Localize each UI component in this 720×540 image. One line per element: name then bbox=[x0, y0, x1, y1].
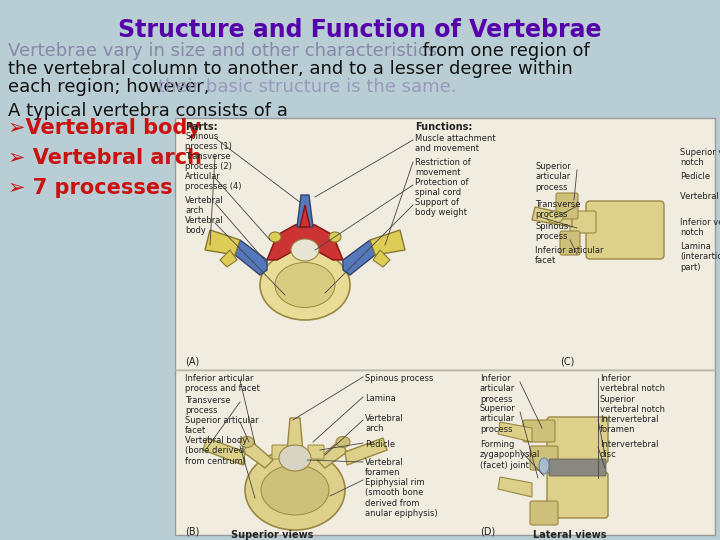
Ellipse shape bbox=[291, 239, 319, 261]
Ellipse shape bbox=[279, 445, 311, 471]
Ellipse shape bbox=[240, 436, 254, 448]
Ellipse shape bbox=[245, 450, 345, 530]
Text: Restriction of
movement: Restriction of movement bbox=[415, 158, 471, 178]
Polygon shape bbox=[220, 250, 237, 267]
Text: Pedicle: Pedicle bbox=[365, 440, 395, 449]
FancyBboxPatch shape bbox=[547, 417, 608, 463]
Text: Inferior vertebral
notch: Inferior vertebral notch bbox=[680, 218, 720, 238]
Polygon shape bbox=[297, 195, 313, 227]
FancyBboxPatch shape bbox=[547, 472, 608, 518]
Text: ➢Vertebral body: ➢Vertebral body bbox=[8, 118, 201, 138]
Polygon shape bbox=[532, 207, 572, 227]
Polygon shape bbox=[287, 418, 303, 452]
Text: Vertebral
foramen: Vertebral foramen bbox=[365, 458, 404, 477]
Text: Inferior articular
facet: Inferior articular facet bbox=[535, 246, 603, 265]
Text: Vertebral
arch: Vertebral arch bbox=[185, 196, 224, 215]
Text: Superior views: Superior views bbox=[231, 530, 313, 540]
Polygon shape bbox=[370, 230, 405, 255]
Text: (D): (D) bbox=[480, 526, 495, 536]
Text: Support of
body weight: Support of body weight bbox=[415, 198, 467, 218]
Text: the vertebral column to another, and to a lesser degree within: the vertebral column to another, and to … bbox=[8, 60, 572, 78]
Text: Vertebral body: Vertebral body bbox=[680, 192, 720, 201]
Text: ➢ Vertebral arch: ➢ Vertebral arch bbox=[8, 148, 202, 168]
Polygon shape bbox=[373, 250, 390, 267]
FancyBboxPatch shape bbox=[570, 211, 596, 233]
Polygon shape bbox=[498, 422, 532, 442]
Text: (B): (B) bbox=[185, 526, 199, 536]
FancyBboxPatch shape bbox=[549, 459, 606, 476]
FancyBboxPatch shape bbox=[530, 501, 558, 525]
Polygon shape bbox=[267, 223, 343, 260]
FancyBboxPatch shape bbox=[308, 445, 324, 459]
Ellipse shape bbox=[260, 250, 350, 320]
Text: Vertebral body
(bone derived
from centrum): Vertebral body (bone derived from centru… bbox=[185, 436, 247, 466]
Polygon shape bbox=[343, 240, 375, 275]
Text: Inferior
vertebral notch: Inferior vertebral notch bbox=[600, 374, 665, 394]
Text: Intervertebral
foramen: Intervertebral foramen bbox=[600, 415, 659, 434]
Polygon shape bbox=[345, 438, 387, 465]
Text: Epiphysial rim
(smooth bone
derived from
anular epiphysis): Epiphysial rim (smooth bone derived from… bbox=[365, 478, 438, 518]
Text: from one region of: from one region of bbox=[417, 42, 590, 60]
Text: Superior
articular
process: Superior articular process bbox=[480, 404, 516, 434]
Text: Inferior
articular
process: Inferior articular process bbox=[480, 374, 516, 404]
Text: Superior
vertebral notch: Superior vertebral notch bbox=[600, 395, 665, 414]
Polygon shape bbox=[243, 440, 273, 468]
Text: Lamina
(interarticular
part): Lamina (interarticular part) bbox=[680, 242, 720, 272]
Text: Transverse
process: Transverse process bbox=[185, 396, 230, 415]
Text: Functions:: Functions: bbox=[415, 122, 472, 132]
Text: Lateral views: Lateral views bbox=[534, 530, 607, 540]
Ellipse shape bbox=[329, 232, 341, 242]
FancyBboxPatch shape bbox=[523, 420, 555, 442]
Polygon shape bbox=[235, 240, 267, 275]
Text: Muscle attachment
and movement: Muscle attachment and movement bbox=[415, 134, 495, 153]
Ellipse shape bbox=[261, 465, 329, 515]
Text: Intervertebral
disc: Intervertebral disc bbox=[600, 440, 659, 460]
FancyBboxPatch shape bbox=[530, 446, 558, 470]
FancyBboxPatch shape bbox=[175, 118, 715, 370]
Ellipse shape bbox=[269, 232, 281, 242]
FancyBboxPatch shape bbox=[272, 445, 288, 459]
Text: Forming
zygapophysial
(facet) joint: Forming zygapophysial (facet) joint bbox=[480, 440, 541, 470]
Text: each region; however,: each region; however, bbox=[8, 78, 215, 96]
Text: Transverse
process: Transverse process bbox=[535, 200, 580, 219]
Polygon shape bbox=[205, 230, 240, 255]
Text: Superior
articular
process: Superior articular process bbox=[535, 162, 571, 192]
Polygon shape bbox=[498, 477, 532, 497]
Text: Superior articular
facet: Superior articular facet bbox=[185, 416, 258, 435]
Text: ➢ 7 processes: ➢ 7 processes bbox=[8, 178, 173, 198]
Text: Pedicle: Pedicle bbox=[680, 172, 710, 181]
FancyBboxPatch shape bbox=[175, 370, 715, 535]
FancyBboxPatch shape bbox=[586, 201, 664, 259]
Text: Vertebral
arch: Vertebral arch bbox=[365, 414, 404, 434]
Text: Superior vertebral
notch: Superior vertebral notch bbox=[680, 148, 720, 167]
Polygon shape bbox=[203, 438, 245, 465]
Ellipse shape bbox=[275, 262, 335, 307]
Text: Articular
processes (4): Articular processes (4) bbox=[185, 172, 241, 191]
Text: Spinous
process: Spinous process bbox=[535, 222, 568, 241]
Polygon shape bbox=[317, 440, 347, 468]
Text: Inferior articular
process and facet: Inferior articular process and facet bbox=[185, 374, 260, 394]
Text: Parts:: Parts: bbox=[185, 122, 217, 132]
Text: (A): (A) bbox=[185, 356, 199, 366]
Text: Protection of
spinal cord: Protection of spinal cord bbox=[415, 178, 469, 198]
Ellipse shape bbox=[547, 211, 563, 223]
Text: their basic structure is the same.: their basic structure is the same. bbox=[158, 78, 456, 96]
Text: Vertebral
body: Vertebral body bbox=[185, 216, 224, 235]
Text: Transverse
process (2): Transverse process (2) bbox=[185, 152, 232, 171]
Ellipse shape bbox=[336, 436, 350, 448]
Text: Lamina: Lamina bbox=[365, 394, 396, 403]
Text: Spinous
process (1): Spinous process (1) bbox=[185, 132, 232, 151]
FancyBboxPatch shape bbox=[556, 193, 578, 219]
Text: Structure and Function of Vertebrae: Structure and Function of Vertebrae bbox=[118, 18, 602, 42]
FancyBboxPatch shape bbox=[560, 231, 580, 255]
Text: (C): (C) bbox=[560, 356, 575, 366]
Polygon shape bbox=[300, 205, 310, 227]
Text: Vertebrae vary in size and other characteristics: Vertebrae vary in size and other charact… bbox=[8, 42, 437, 60]
Text: A typical vertebra consists of a: A typical vertebra consists of a bbox=[8, 102, 288, 120]
Text: Spinous process: Spinous process bbox=[365, 374, 433, 383]
Ellipse shape bbox=[539, 458, 549, 474]
